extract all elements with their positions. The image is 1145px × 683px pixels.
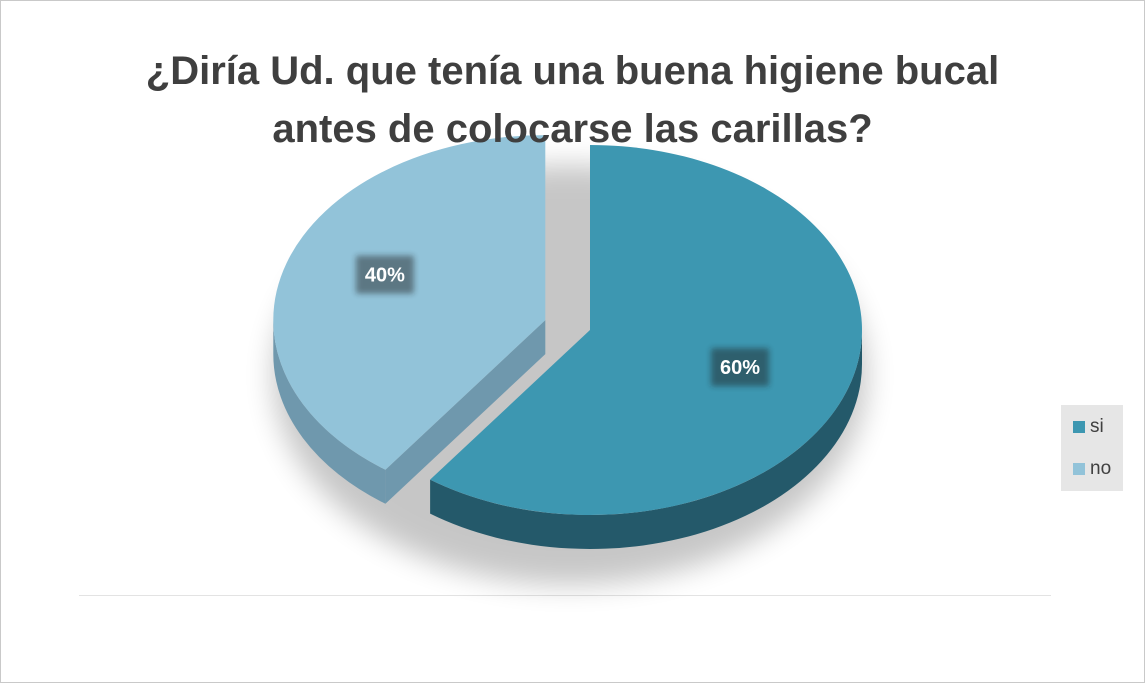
data-label-si: 60% <box>711 348 770 387</box>
legend: si no <box>1061 405 1123 491</box>
pie-slice-si <box>430 145 862 515</box>
pie-side-no <box>273 320 386 504</box>
legend-label-si: si <box>1090 416 1104 437</box>
legend-swatch-no <box>1073 463 1085 475</box>
data-label-text-no: 40% <box>365 265 405 287</box>
legend-label-no: no <box>1090 458 1112 479</box>
pie-side-si <box>430 330 863 550</box>
data-label-text-si: 60% <box>720 357 760 379</box>
pie-cut-face-no <box>385 320 546 504</box>
legend-item-si: si <box>1073 415 1104 439</box>
legend-item-no: no <box>1073 457 1111 481</box>
legend-swatch-si <box>1073 421 1085 433</box>
data-label-bg-no <box>355 255 414 294</box>
chart-title-line-2: antes de colocarse las carillas? <box>272 107 873 151</box>
data-label-bg-si <box>711 348 770 387</box>
data-label-no: 40% <box>355 255 414 294</box>
chart-title-line-1: ¿Diría Ud. que tenía una buena higiene b… <box>145 49 1000 93</box>
chart-title: ¿Diría Ud. que tenía una buena higiene b… <box>60 42 1085 158</box>
pie-slice-no <box>273 135 546 470</box>
